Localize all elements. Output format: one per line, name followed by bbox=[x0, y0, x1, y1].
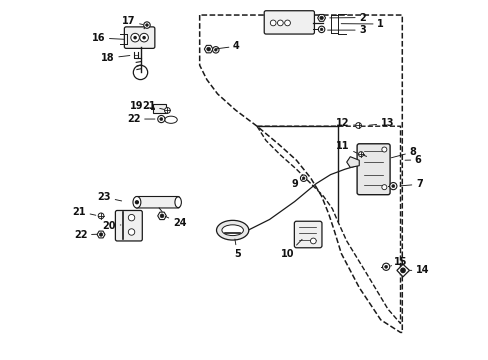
Polygon shape bbox=[158, 212, 166, 220]
Ellipse shape bbox=[222, 225, 243, 235]
Text: 21: 21 bbox=[142, 101, 163, 111]
FancyBboxPatch shape bbox=[294, 221, 321, 248]
Circle shape bbox=[358, 152, 363, 157]
Circle shape bbox=[145, 24, 148, 26]
Text: 18: 18 bbox=[101, 53, 130, 63]
Circle shape bbox=[355, 123, 361, 129]
Text: 10: 10 bbox=[281, 239, 302, 259]
Text: 2: 2 bbox=[329, 13, 365, 23]
Circle shape bbox=[164, 108, 170, 113]
Circle shape bbox=[158, 116, 164, 123]
Circle shape bbox=[206, 47, 210, 51]
FancyBboxPatch shape bbox=[135, 197, 179, 208]
Ellipse shape bbox=[164, 116, 177, 123]
Circle shape bbox=[300, 175, 306, 181]
Circle shape bbox=[135, 200, 139, 204]
Text: 11: 11 bbox=[335, 141, 356, 153]
Text: 13: 13 bbox=[368, 118, 393, 128]
Circle shape bbox=[160, 117, 163, 121]
Circle shape bbox=[143, 22, 150, 28]
Text: 3: 3 bbox=[327, 25, 365, 35]
Circle shape bbox=[214, 49, 217, 51]
Polygon shape bbox=[204, 45, 212, 53]
Text: 19: 19 bbox=[130, 101, 151, 111]
Circle shape bbox=[98, 213, 104, 219]
Text: 24: 24 bbox=[165, 216, 186, 228]
Text: 4: 4 bbox=[216, 41, 239, 51]
Text: 14: 14 bbox=[409, 265, 428, 275]
Ellipse shape bbox=[216, 220, 248, 240]
Circle shape bbox=[160, 214, 163, 218]
Circle shape bbox=[391, 185, 394, 188]
Text: 9: 9 bbox=[291, 179, 302, 189]
FancyBboxPatch shape bbox=[356, 144, 389, 195]
FancyBboxPatch shape bbox=[115, 211, 142, 241]
Text: 12: 12 bbox=[335, 118, 354, 128]
Polygon shape bbox=[396, 264, 408, 277]
FancyBboxPatch shape bbox=[124, 27, 155, 48]
Circle shape bbox=[381, 185, 386, 190]
Polygon shape bbox=[97, 231, 105, 238]
Circle shape bbox=[212, 46, 219, 53]
Ellipse shape bbox=[175, 197, 181, 208]
Text: 16: 16 bbox=[92, 33, 124, 43]
Circle shape bbox=[384, 265, 387, 268]
Text: 5: 5 bbox=[233, 239, 240, 259]
Text: 8: 8 bbox=[390, 147, 415, 158]
Circle shape bbox=[381, 147, 386, 152]
Circle shape bbox=[318, 26, 324, 33]
Circle shape bbox=[128, 215, 135, 221]
Text: 22: 22 bbox=[127, 114, 155, 124]
Circle shape bbox=[142, 36, 145, 40]
Text: 17: 17 bbox=[122, 17, 142, 27]
Circle shape bbox=[382, 263, 389, 270]
Circle shape bbox=[389, 183, 396, 190]
Circle shape bbox=[277, 20, 283, 26]
Text: 7: 7 bbox=[399, 179, 422, 189]
Circle shape bbox=[99, 233, 102, 236]
Text: 22: 22 bbox=[74, 230, 97, 240]
Circle shape bbox=[131, 33, 139, 42]
Text: 1: 1 bbox=[341, 19, 383, 29]
Circle shape bbox=[399, 267, 405, 273]
Circle shape bbox=[310, 238, 316, 244]
FancyBboxPatch shape bbox=[264, 11, 314, 34]
Text: 23: 23 bbox=[98, 192, 122, 202]
Circle shape bbox=[140, 33, 148, 42]
Text: 21: 21 bbox=[72, 207, 96, 217]
Circle shape bbox=[319, 16, 323, 20]
FancyBboxPatch shape bbox=[153, 104, 166, 113]
Circle shape bbox=[133, 36, 137, 40]
Text: 6: 6 bbox=[404, 155, 421, 165]
Circle shape bbox=[284, 20, 290, 26]
Circle shape bbox=[270, 20, 276, 26]
Circle shape bbox=[128, 229, 135, 235]
Polygon shape bbox=[317, 14, 325, 21]
Circle shape bbox=[302, 177, 305, 180]
Polygon shape bbox=[346, 157, 359, 167]
Text: 20: 20 bbox=[102, 221, 121, 230]
Circle shape bbox=[320, 28, 322, 31]
Text: 15: 15 bbox=[389, 257, 407, 267]
Ellipse shape bbox=[133, 197, 141, 208]
